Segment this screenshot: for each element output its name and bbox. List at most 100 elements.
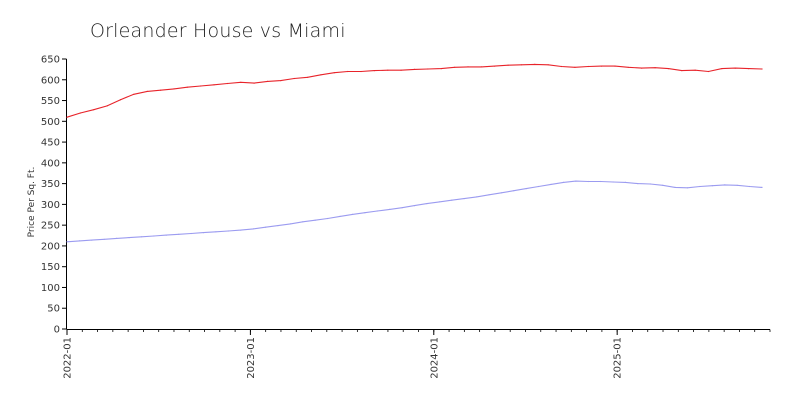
series-1-point xyxy=(373,70,375,72)
y-tick-label: 550 xyxy=(41,96,60,107)
series-1-point xyxy=(707,70,710,73)
series-2-point xyxy=(649,183,651,185)
series-2-point xyxy=(686,187,689,189)
series-1-point xyxy=(119,99,122,101)
y-tick-label: 600 xyxy=(41,75,60,86)
y-tick-label: 300 xyxy=(41,200,60,211)
series-1-point xyxy=(480,66,482,68)
series-1-point xyxy=(320,74,322,76)
series-2-point xyxy=(550,183,552,185)
series-2-point xyxy=(289,223,291,225)
series-1-point xyxy=(266,80,269,82)
series-1-point xyxy=(654,67,656,69)
series-1-point xyxy=(641,67,643,69)
series-1-point xyxy=(467,66,469,68)
series-1-point xyxy=(614,65,616,67)
series-2-point xyxy=(153,235,155,237)
series-2-point xyxy=(724,184,726,186)
series-2-point xyxy=(761,186,763,188)
series-2-point xyxy=(339,215,341,217)
series-2-point xyxy=(513,190,515,192)
series-2-point xyxy=(488,194,490,196)
series-2-point xyxy=(662,184,664,186)
series-1-point xyxy=(79,112,81,114)
series-1-point xyxy=(133,93,135,95)
y-tick-label: 350 xyxy=(41,179,60,190)
series-2-point xyxy=(451,199,453,201)
y-tick-label: 400 xyxy=(41,158,60,169)
series-1-point xyxy=(721,68,723,70)
series-1-point xyxy=(454,66,456,68)
series-2-point xyxy=(227,230,229,232)
series-2-point xyxy=(277,225,279,227)
series-2-point xyxy=(327,217,329,220)
y-tick-label: 200 xyxy=(41,241,60,252)
series-1-point xyxy=(534,63,536,65)
series-2-point xyxy=(711,185,714,187)
series-1-point xyxy=(200,85,202,87)
series-1-point xyxy=(627,66,629,68)
series-1-point xyxy=(160,89,162,91)
series-1-point xyxy=(748,68,750,70)
series-1-point xyxy=(93,109,95,111)
series-2-point xyxy=(413,205,416,207)
y-tick-label: 100 xyxy=(41,283,60,294)
y-tick-label: 50 xyxy=(47,304,60,315)
series-2-point xyxy=(438,201,440,203)
series-2-point xyxy=(252,228,254,230)
x-tick-label: 2022-01 xyxy=(63,337,74,379)
series-1-point xyxy=(146,90,148,92)
series-1-point xyxy=(173,88,175,90)
series-1-point xyxy=(601,65,603,67)
series-lines xyxy=(66,63,763,243)
series-2-point xyxy=(66,241,68,243)
y-axis-label: Price Per Sq. Ft. xyxy=(27,167,37,238)
series-1-point xyxy=(413,68,416,70)
series-1-point xyxy=(66,116,68,118)
series-2-point xyxy=(376,210,378,212)
series-2-point xyxy=(78,240,80,242)
series-1-point xyxy=(400,69,402,71)
series-1-point xyxy=(560,65,563,68)
series-2-point xyxy=(190,232,192,235)
series-2-point xyxy=(91,239,93,241)
series-2-point xyxy=(612,181,614,183)
series-2-point xyxy=(202,232,205,234)
series-2-point xyxy=(538,185,540,188)
series-1-point xyxy=(213,84,215,86)
series-1-point xyxy=(253,82,255,84)
y-tick-label: 650 xyxy=(41,55,60,66)
series-2-point xyxy=(600,180,602,183)
series-2-point xyxy=(426,203,428,205)
series-1-point xyxy=(494,65,496,67)
series-1-point xyxy=(280,80,282,82)
chart-title: Orleander House vs Miami xyxy=(90,20,346,42)
series-line-2 xyxy=(66,180,763,243)
axes: 0 50 100 150 200 250 300 350 400 450 500 550 600 650 2… xyxy=(27,55,771,379)
series-2-point xyxy=(314,219,316,221)
series-1-point xyxy=(307,76,309,78)
series-1-point xyxy=(427,68,429,70)
series-2-point xyxy=(140,236,143,238)
series-1-point xyxy=(240,81,242,83)
series-1-point xyxy=(387,69,389,71)
y-tick-label: 0 xyxy=(54,325,60,336)
series-2-point xyxy=(240,229,242,231)
y-tick-label: 150 xyxy=(41,262,60,273)
series-2-point xyxy=(302,221,304,223)
series-2-point xyxy=(165,234,167,236)
series-2-point xyxy=(351,213,353,215)
series-2-point xyxy=(401,207,403,209)
series-1-point xyxy=(667,68,670,70)
series-2-point xyxy=(215,231,217,233)
series-2-point xyxy=(389,208,391,210)
y-tick-label: 500 xyxy=(41,117,60,128)
series-1-point xyxy=(694,69,696,71)
series-1-point xyxy=(226,82,228,85)
series-2-point xyxy=(562,181,565,183)
series-line-1 xyxy=(66,63,763,118)
series-1-point xyxy=(547,64,549,66)
series-1-point xyxy=(681,70,683,72)
